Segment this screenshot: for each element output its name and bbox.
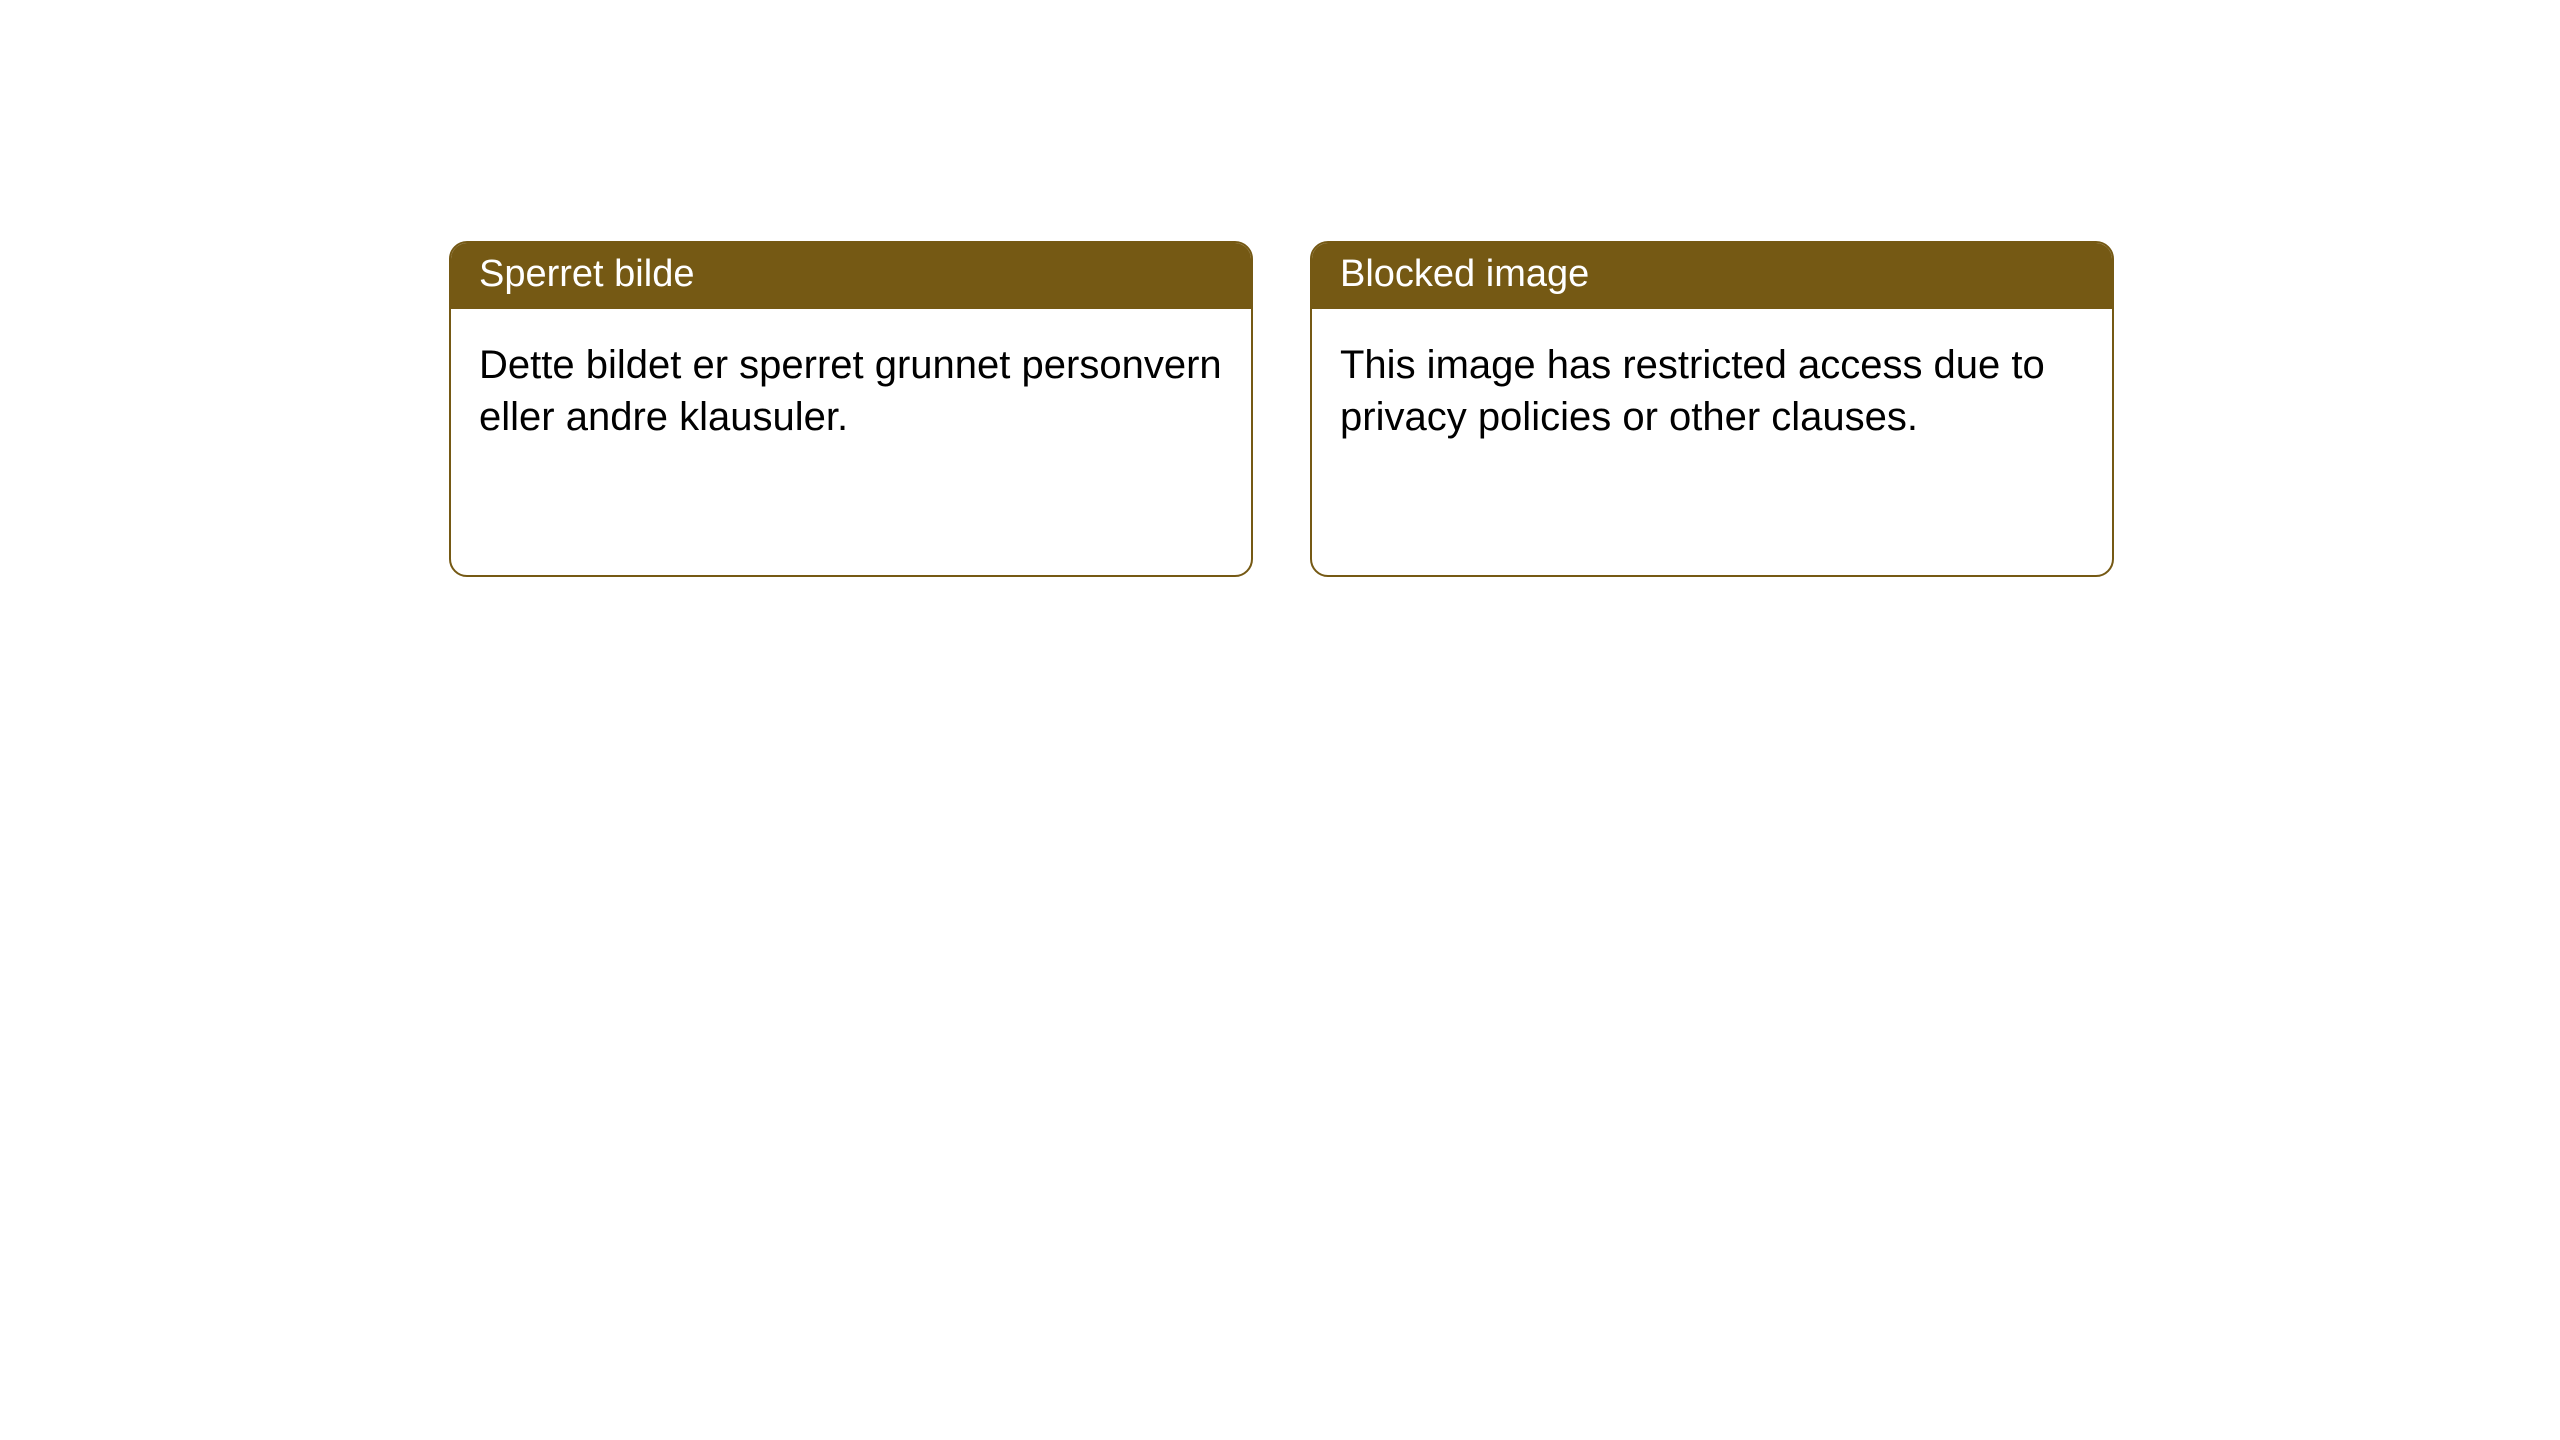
notice-body: This image has restricted access due to … — [1312, 309, 2112, 473]
notice-title: Sperret bilde — [479, 253, 694, 295]
notice-body-text: This image has restricted access due to … — [1340, 343, 2045, 439]
notice-body: Dette bildet er sperret grunnet personve… — [451, 309, 1251, 473]
notice-title: Blocked image — [1340, 253, 1589, 295]
notice-header: Sperret bilde — [451, 243, 1251, 309]
notice-card-english: Blocked image This image has restricted … — [1310, 241, 2114, 577]
notice-body-text: Dette bildet er sperret grunnet personve… — [479, 343, 1222, 439]
notice-header: Blocked image — [1312, 243, 2112, 309]
notice-card-norwegian: Sperret bilde Dette bildet er sperret gr… — [449, 241, 1253, 577]
notice-container: Sperret bilde Dette bildet er sperret gr… — [449, 241, 2114, 577]
